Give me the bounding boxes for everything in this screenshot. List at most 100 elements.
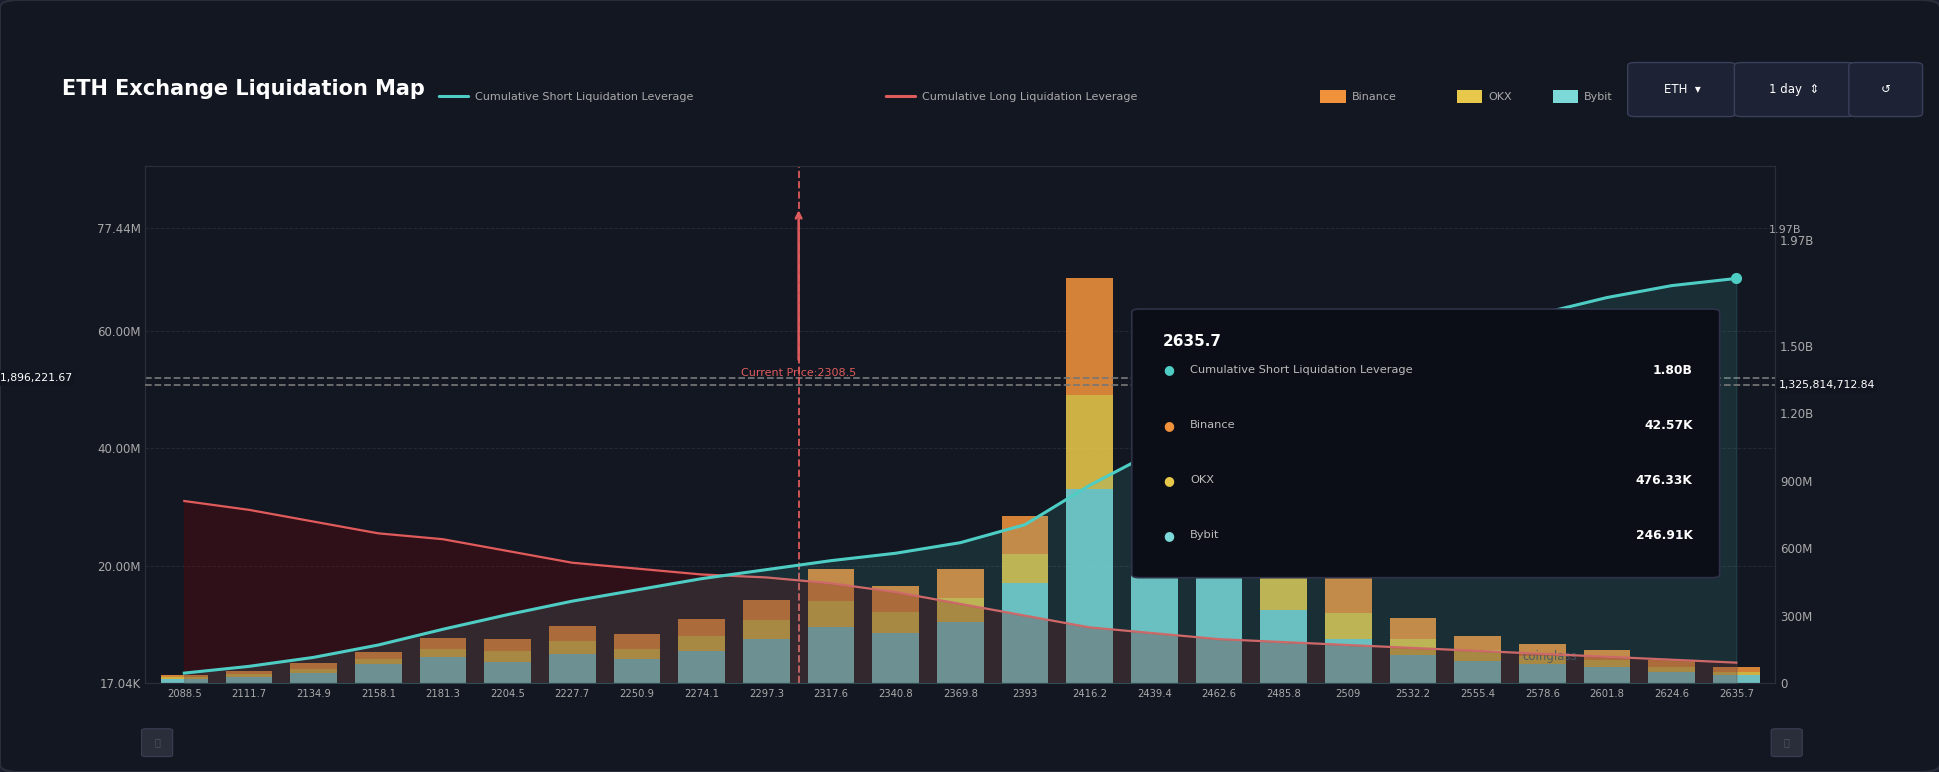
Bar (1194, 507, 1241, 571)
Bar (613, 648, 659, 659)
Bar (419, 657, 465, 683)
Text: Current Price:2308.5: Current Price:2308.5 (741, 367, 855, 378)
Bar (1454, 661, 1501, 683)
Bar (1518, 655, 1565, 664)
Text: ●: ● (1161, 364, 1173, 377)
Bar (419, 648, 465, 657)
Bar (1648, 672, 1695, 683)
Text: ●: ● (1161, 529, 1173, 542)
Bar (807, 569, 853, 601)
Bar (1001, 584, 1047, 683)
Bar (1388, 655, 1435, 683)
Bar (873, 586, 919, 612)
Bar (679, 636, 725, 651)
Bar (1194, 431, 1241, 507)
Bar (1648, 660, 1695, 667)
Bar (613, 659, 659, 683)
Text: ETH Exchange Liquidation Map: ETH Exchange Liquidation Map (62, 79, 425, 99)
Bar (1260, 513, 1307, 566)
Bar (419, 638, 465, 648)
Bar (1001, 516, 1047, 554)
Bar (937, 621, 983, 683)
Bar (1324, 639, 1371, 683)
Text: Bybit: Bybit (1584, 92, 1611, 101)
Text: 51,896,221.67: 51,896,221.67 (0, 373, 72, 383)
Bar (1066, 278, 1113, 395)
Bar (1260, 610, 1307, 683)
Bar (485, 638, 531, 652)
Text: 1.80B: 1.80B (1652, 364, 1691, 377)
Bar (1130, 548, 1177, 683)
Bar (1712, 675, 1759, 683)
Bar (291, 663, 337, 669)
Bar (937, 598, 983, 621)
Bar (1066, 489, 1113, 683)
Bar (549, 625, 595, 641)
Text: 42.57K: 42.57K (1642, 418, 1691, 432)
Bar (1712, 672, 1759, 675)
Bar (1130, 374, 1177, 469)
Text: Cumulative Short Liquidation Leverage: Cumulative Short Liquidation Leverage (1189, 365, 1412, 375)
Bar (807, 601, 853, 628)
Bar (743, 621, 789, 639)
Bar (355, 652, 401, 659)
Bar (1454, 650, 1501, 661)
Bar (679, 651, 725, 683)
Bar (873, 612, 919, 633)
Bar (1454, 635, 1501, 650)
Text: Cumulative Short Liquidation Leverage: Cumulative Short Liquidation Leverage (475, 92, 694, 101)
Bar (549, 654, 595, 683)
Text: OKX: OKX (1487, 92, 1510, 101)
Text: 476.33K: 476.33K (1635, 474, 1691, 487)
Bar (1066, 395, 1113, 489)
Bar (161, 679, 207, 683)
Bar (355, 659, 401, 665)
Text: 246.91K: 246.91K (1635, 529, 1691, 542)
Bar (355, 665, 401, 683)
Bar (549, 641, 595, 654)
Bar (225, 674, 271, 677)
Bar (225, 671, 271, 674)
Text: 1 day  ⇕: 1 day ⇕ (1768, 83, 1819, 96)
Bar (1582, 650, 1629, 660)
Text: Cumulative Long Liquidation Leverage: Cumulative Long Liquidation Leverage (921, 92, 1136, 101)
Text: ⏸: ⏸ (153, 738, 161, 747)
Bar (161, 675, 207, 677)
Text: 1,325,814,712.84: 1,325,814,712.84 (1778, 380, 1873, 390)
Bar (1260, 566, 1307, 610)
Bar (1388, 618, 1435, 638)
Bar (485, 652, 531, 662)
Bar (1582, 667, 1629, 683)
Bar (743, 600, 789, 621)
Bar (743, 639, 789, 683)
Text: OKX: OKX (1189, 476, 1214, 486)
Text: ●: ● (1161, 418, 1173, 432)
Text: 1.97B: 1.97B (1768, 225, 1799, 235)
Bar (613, 635, 659, 648)
Text: 2635.7: 2635.7 (1161, 334, 1222, 349)
Bar (485, 662, 531, 683)
Bar (679, 618, 725, 636)
Text: ●: ● (1161, 474, 1173, 487)
Bar (1582, 660, 1629, 667)
Bar (1518, 644, 1565, 655)
Bar (291, 672, 337, 683)
Bar (1648, 667, 1695, 672)
Bar (1194, 571, 1241, 683)
Text: ⏸: ⏸ (1782, 738, 1790, 747)
Text: ↺: ↺ (1879, 83, 1891, 96)
Bar (807, 628, 853, 683)
Bar (1324, 613, 1371, 639)
Bar (873, 633, 919, 683)
Text: ETH  ▾: ETH ▾ (1664, 83, 1699, 96)
Bar (291, 669, 337, 672)
Bar (161, 677, 207, 679)
Bar (1130, 469, 1177, 548)
Text: coinglass: coinglass (1522, 649, 1576, 662)
Text: Binance: Binance (1351, 92, 1396, 101)
Text: Bybit: Bybit (1189, 530, 1220, 540)
Bar (225, 677, 271, 683)
Bar (1001, 554, 1047, 584)
Text: Binance: Binance (1189, 420, 1235, 430)
Bar (1712, 667, 1759, 672)
